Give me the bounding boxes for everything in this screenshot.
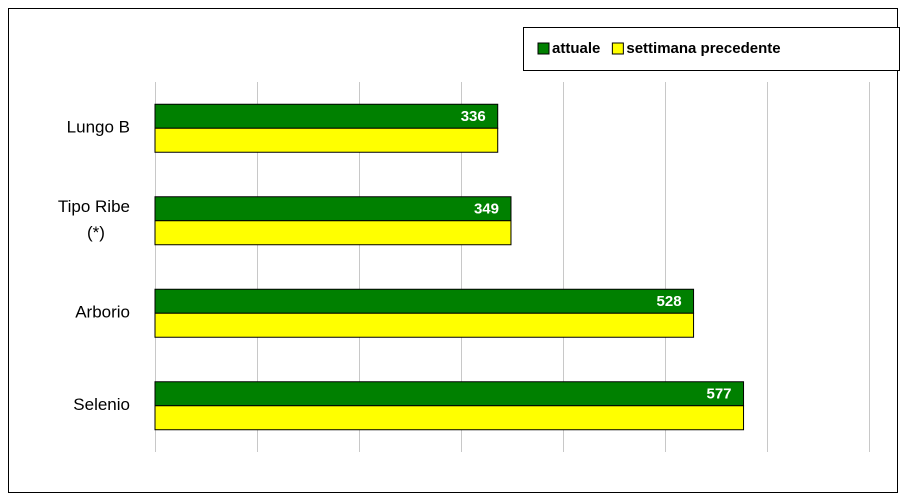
bar [154, 196, 512, 222]
data-label: 349 [474, 201, 499, 218]
legend-label: settimana precedente [626, 40, 780, 57]
bar [154, 288, 695, 314]
bar [154, 127, 499, 153]
y-tick-label: Lungo B [67, 118, 130, 137]
bars: Lungo B 336 Tipo Ribe (*) 349 Arborio 528 Selen… [58, 103, 745, 431]
data-label: 577 [707, 386, 732, 403]
bar [154, 103, 499, 129]
y-tick-label: Selenio [73, 395, 130, 414]
legend-swatch [611, 42, 624, 55]
bar [154, 220, 512, 246]
data-label: 528 [657, 293, 682, 310]
bar [154, 405, 745, 431]
bar [154, 381, 745, 407]
data-label: 336 [461, 108, 486, 125]
y-tick-label: Arborio [75, 303, 130, 322]
legend-swatch [537, 42, 550, 55]
bar [154, 312, 695, 338]
y-tick-label: Tipo Ribe (*) [58, 197, 130, 242]
legend: attuale settimana precedente [523, 27, 900, 71]
legend-box [523, 27, 900, 71]
legend-label: attuale [552, 40, 600, 57]
